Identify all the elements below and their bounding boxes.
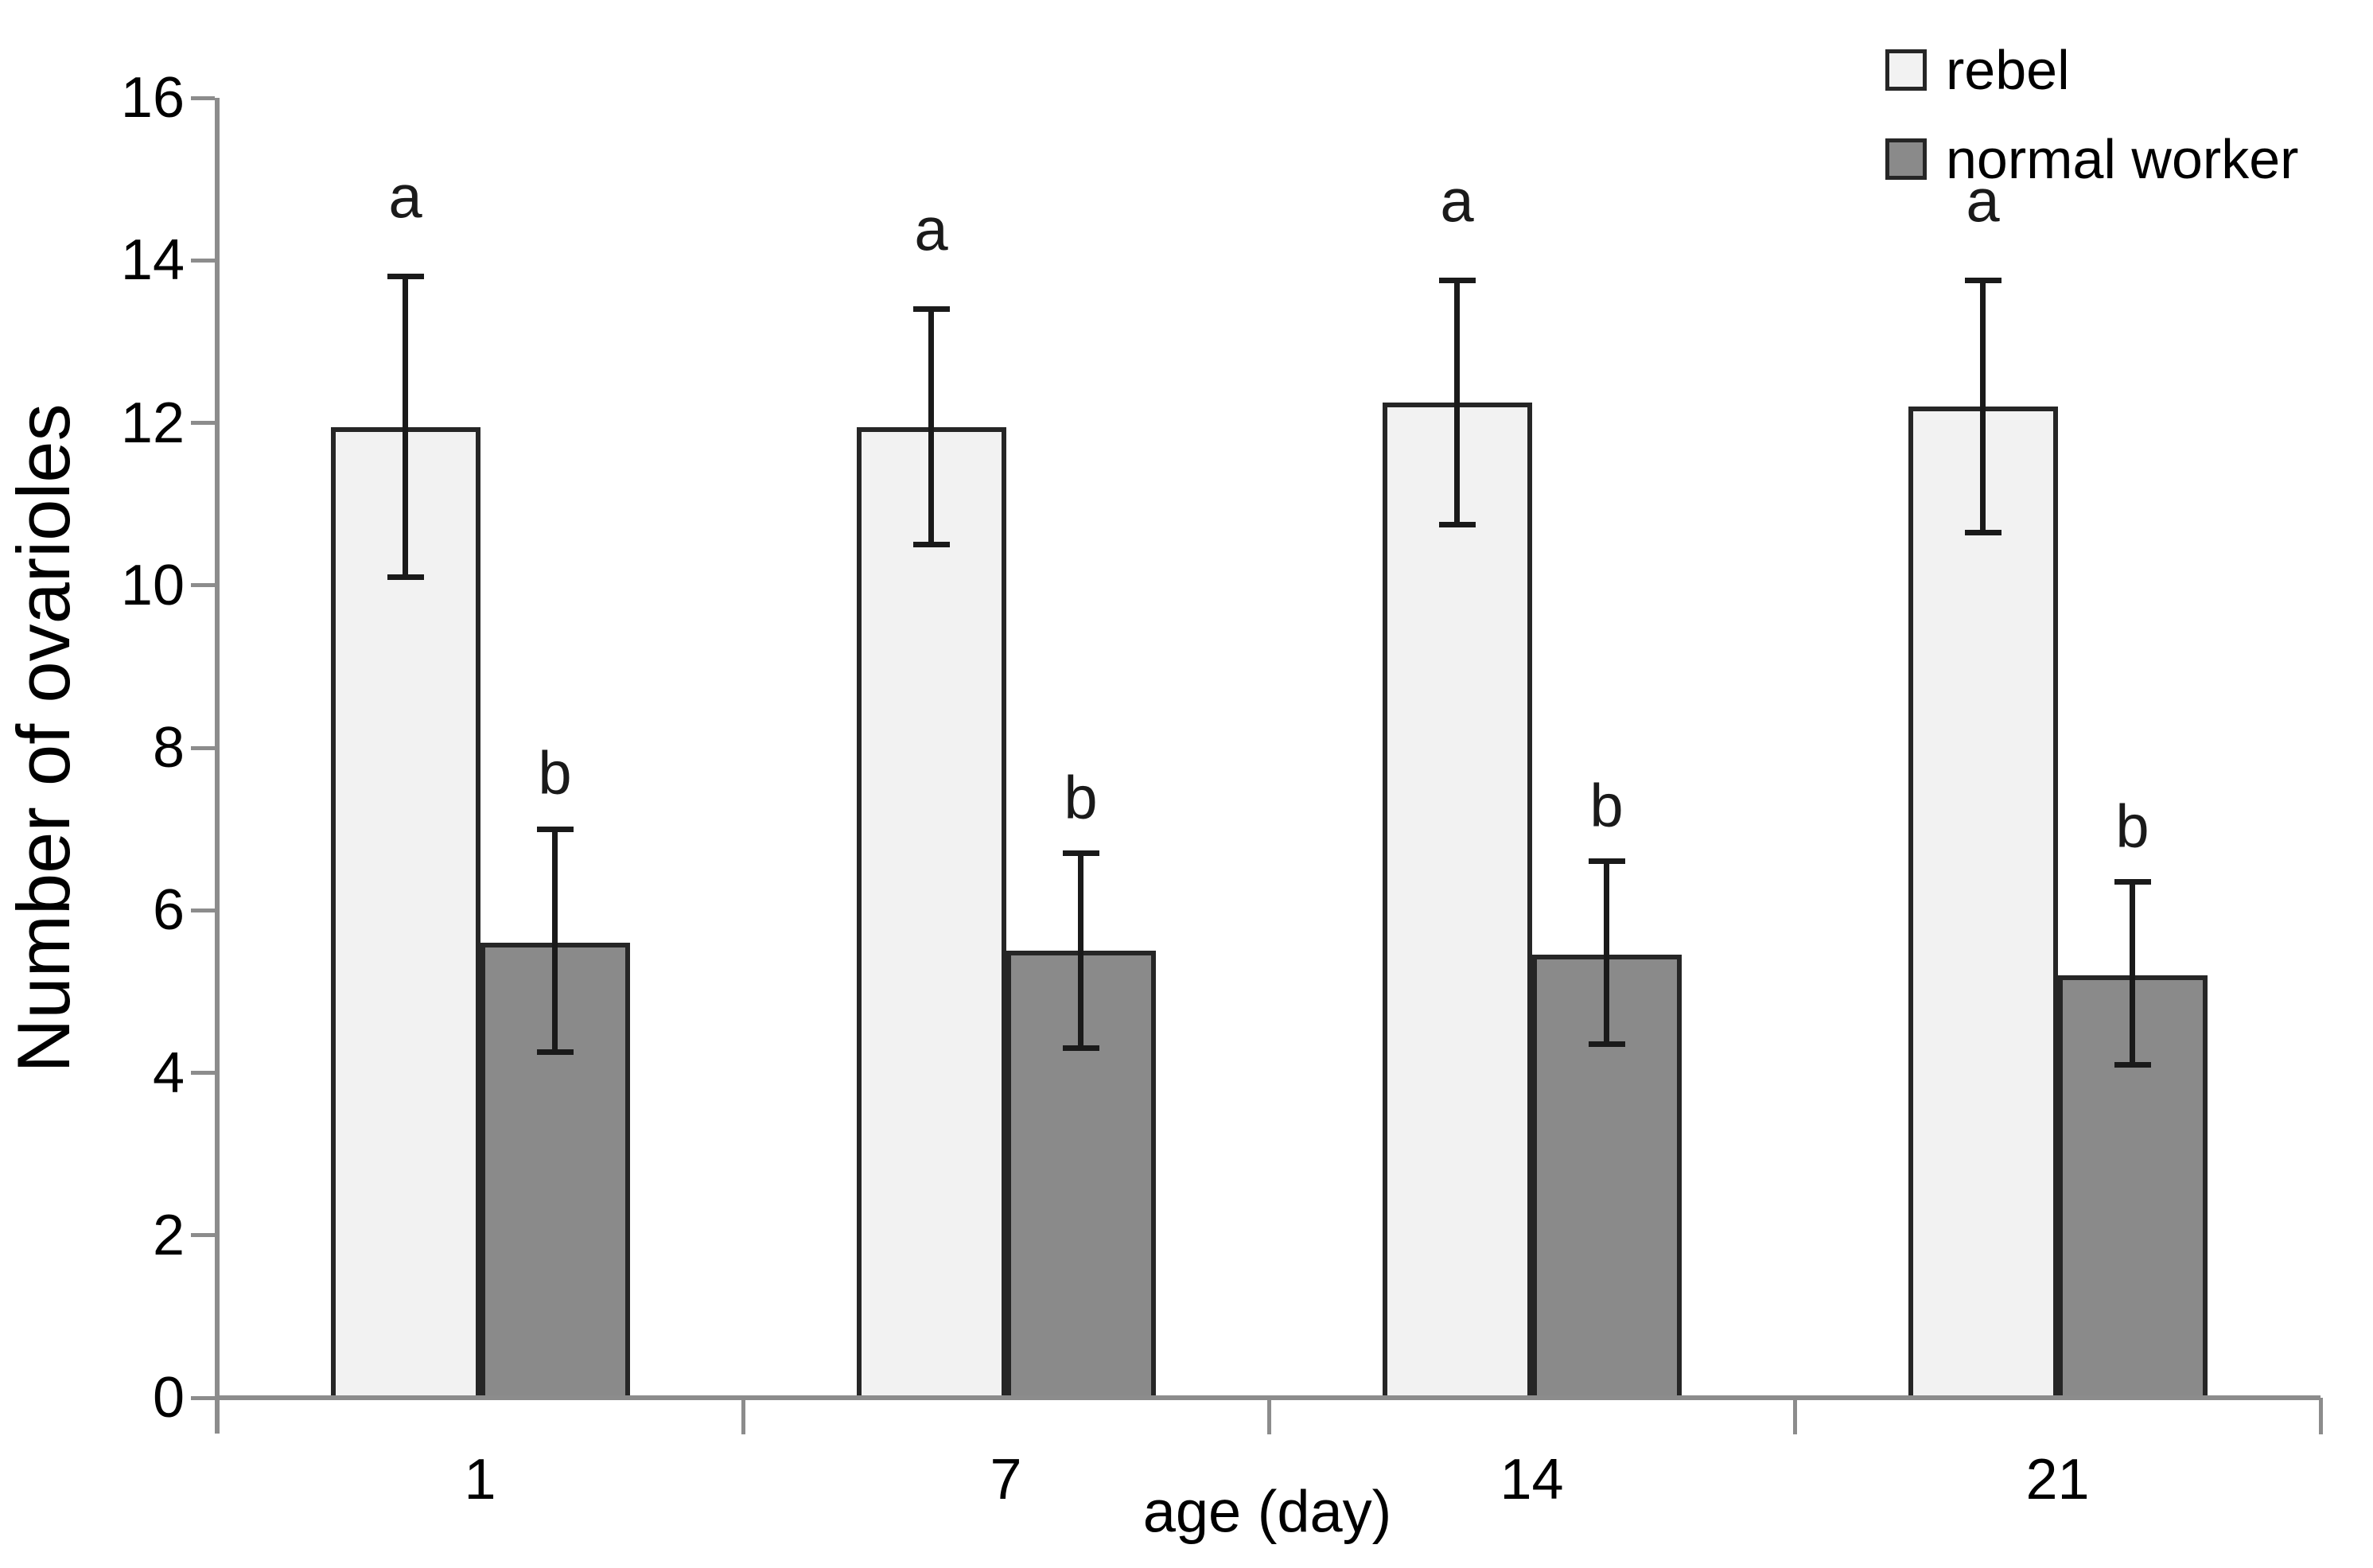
x-category-label-21: 21: [2025, 1448, 2090, 1512]
y-tick-16: [191, 95, 215, 100]
legend-item-rebel: rebel: [1885, 38, 2298, 102]
x-category-label-14: 14: [1500, 1448, 1564, 1512]
legend-swatch-normal-worker: [1885, 138, 1927, 180]
error-cap-upper-normal-worker-age-21: [2114, 879, 2151, 885]
error-cap-lower-rebel-age-21: [1964, 529, 2001, 535]
y-tick-label-0: 0: [152, 1366, 185, 1430]
y-tick-6: [191, 908, 215, 912]
legend-item-normal-worker: normal worker: [1885, 127, 2298, 191]
error-cap-lower-normal-worker-age-21: [2114, 1061, 2151, 1068]
x-category-label-1: 1: [464, 1448, 496, 1512]
sig-letter-a-age-1: a: [388, 163, 422, 232]
error-cap-upper-rebel-age-21: [1964, 278, 2001, 284]
y-tick-label-6: 6: [152, 878, 185, 943]
y-tick-label-14: 14: [120, 228, 185, 293]
error-cap-upper-normal-worker-age-1: [536, 826, 574, 832]
y-tick-4: [191, 1071, 215, 1075]
y-tick-label-2: 2: [152, 1203, 185, 1267]
bar-rebel-age-21: [1908, 407, 2058, 1400]
x-tick-1: [741, 1398, 745, 1434]
y-tick-label-10: 10: [120, 553, 185, 617]
x-tick-3: [1792, 1398, 1797, 1434]
error-cap-lower-rebel-age-1: [387, 574, 424, 581]
sig-letter-b-age-14: b: [1589, 772, 1624, 840]
x-tick-4: [2318, 1398, 2323, 1434]
y-tick-2: [191, 1233, 215, 1238]
y-axis-line: [215, 98, 220, 1434]
x-tick-2: [1266, 1398, 1271, 1434]
error-cap-lower-normal-worker-age-1: [536, 1049, 574, 1056]
error-bar-normal-worker-age-7: [1078, 853, 1083, 1049]
x-category-label-7: 7: [990, 1448, 1022, 1512]
sig-letter-a-age-7: a: [914, 196, 948, 264]
error-bar-rebel-age-21: [1980, 280, 1986, 533]
error-bar-normal-worker-age-14: [1604, 861, 1609, 1045]
y-tick-8: [191, 745, 215, 750]
sig-letter-a-age-14: a: [1440, 167, 1474, 235]
y-tick-label-4: 4: [152, 1041, 185, 1105]
legend-label-normal-worker: normal worker: [1946, 128, 2299, 190]
legend-label-rebel: rebel: [1946, 39, 2070, 101]
y-tick-14: [191, 258, 215, 263]
error-cap-upper-rebel-age-14: [1438, 278, 1476, 284]
x-axis-title: age (day): [1142, 1478, 1392, 1545]
y-tick-12: [191, 421, 215, 425]
bar-rebel-age-14: [1382, 402, 1532, 1400]
legend: rebel normal worker: [1885, 38, 2298, 216]
sig-letter-a-age-21: a: [1966, 167, 2000, 235]
y-tick-label-8: 8: [152, 716, 185, 780]
error-cap-upper-rebel-age-1: [387, 274, 424, 280]
error-bar-rebel-age-1: [403, 276, 408, 578]
error-cap-lower-normal-worker-age-7: [1062, 1045, 1099, 1052]
error-cap-upper-rebel-age-7: [912, 306, 950, 313]
error-cap-upper-normal-worker-age-14: [1588, 858, 1625, 865]
error-bar-normal-worker-age-1: [552, 829, 558, 1052]
bar-rebel-age-7: [856, 426, 1006, 1400]
error-bar-rebel-age-14: [1454, 280, 1460, 525]
y-tick-label-12: 12: [120, 391, 185, 455]
error-bar-rebel-age-7: [928, 309, 934, 545]
sig-letter-b-age-1: b: [538, 739, 572, 807]
bar-rebel-age-1: [330, 426, 480, 1400]
y-tick-0: [191, 1395, 215, 1400]
error-cap-lower-normal-worker-age-14: [1588, 1041, 1625, 1048]
y-tick-label-16: 16: [120, 66, 185, 130]
sig-letter-b-age-21: b: [2115, 792, 2149, 860]
sig-letter-b-age-7: b: [1064, 764, 1098, 832]
y-tick-10: [191, 583, 215, 588]
error-cap-upper-normal-worker-age-7: [1062, 850, 1099, 857]
error-cap-lower-rebel-age-14: [1438, 521, 1476, 527]
error-bar-normal-worker-age-21: [2130, 881, 2135, 1065]
legend-swatch-rebel: [1885, 49, 1927, 91]
error-cap-lower-rebel-age-7: [912, 542, 950, 548]
